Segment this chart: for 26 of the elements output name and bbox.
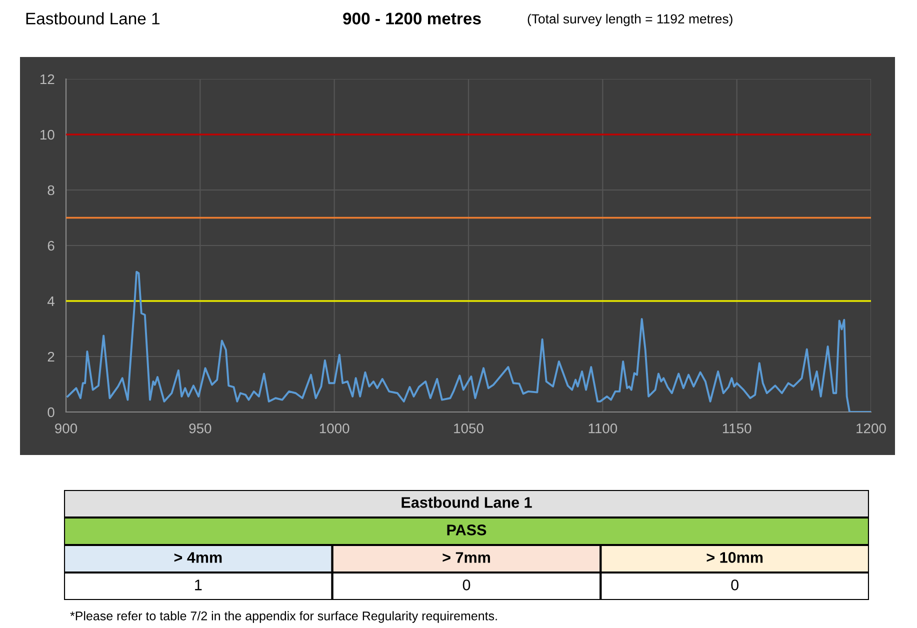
y-tick-label: 2 [48, 352, 54, 362]
x-tick-label: 1100 [588, 423, 618, 434]
chart-title: Eastbound Lane 1 [26, 12, 160, 24]
data-label: 0 [731, 580, 738, 590]
x-tick-label: 1000 [320, 423, 350, 434]
y-tick-label: 6 [48, 240, 54, 251]
text: *Please refer to table 7/2 in the appendix for surface Regularity requirements. [70, 611, 497, 623]
x-tick-label: 900 [55, 423, 78, 434]
x-tick-label: 1200 [856, 423, 886, 434]
data-label: 1 [195, 580, 202, 590]
text: Eastbound Lane 1 [402, 496, 532, 508]
y-tick-label: 4 [47, 296, 54, 306]
category-label: > 4mm [174, 552, 222, 563]
text: PASS [447, 524, 486, 536]
y-tick-label: 8 [48, 185, 54, 196]
data-label: 0 [462, 580, 470, 590]
x-tick-label: 950 [189, 423, 212, 434]
x-tick-label: 1050 [454, 423, 484, 434]
y-tick-label: 12 [40, 74, 54, 84]
y-tick-label: 10 [40, 130, 54, 140]
x-tick-label: 1150 [722, 423, 752, 434]
chart-subtitle: 900 - 1200 metres [343, 12, 481, 24]
category-label: > 10mm [706, 552, 763, 563]
category-label: > 7mm [442, 552, 490, 563]
y-tick-label: 0 [48, 407, 54, 418]
text: (Total survey length = 1192 metres) [528, 14, 732, 26]
